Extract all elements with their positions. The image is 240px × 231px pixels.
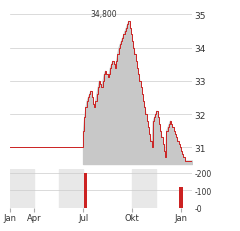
Text: 30,600: 30,600 bbox=[154, 168, 181, 177]
Bar bbox=[84, 173, 87, 208]
Bar bbox=[59, 169, 83, 208]
Text: 34,800: 34,800 bbox=[90, 10, 117, 19]
Bar bbox=[179, 187, 183, 208]
Bar bbox=[10, 169, 34, 208]
Bar bbox=[132, 169, 156, 208]
